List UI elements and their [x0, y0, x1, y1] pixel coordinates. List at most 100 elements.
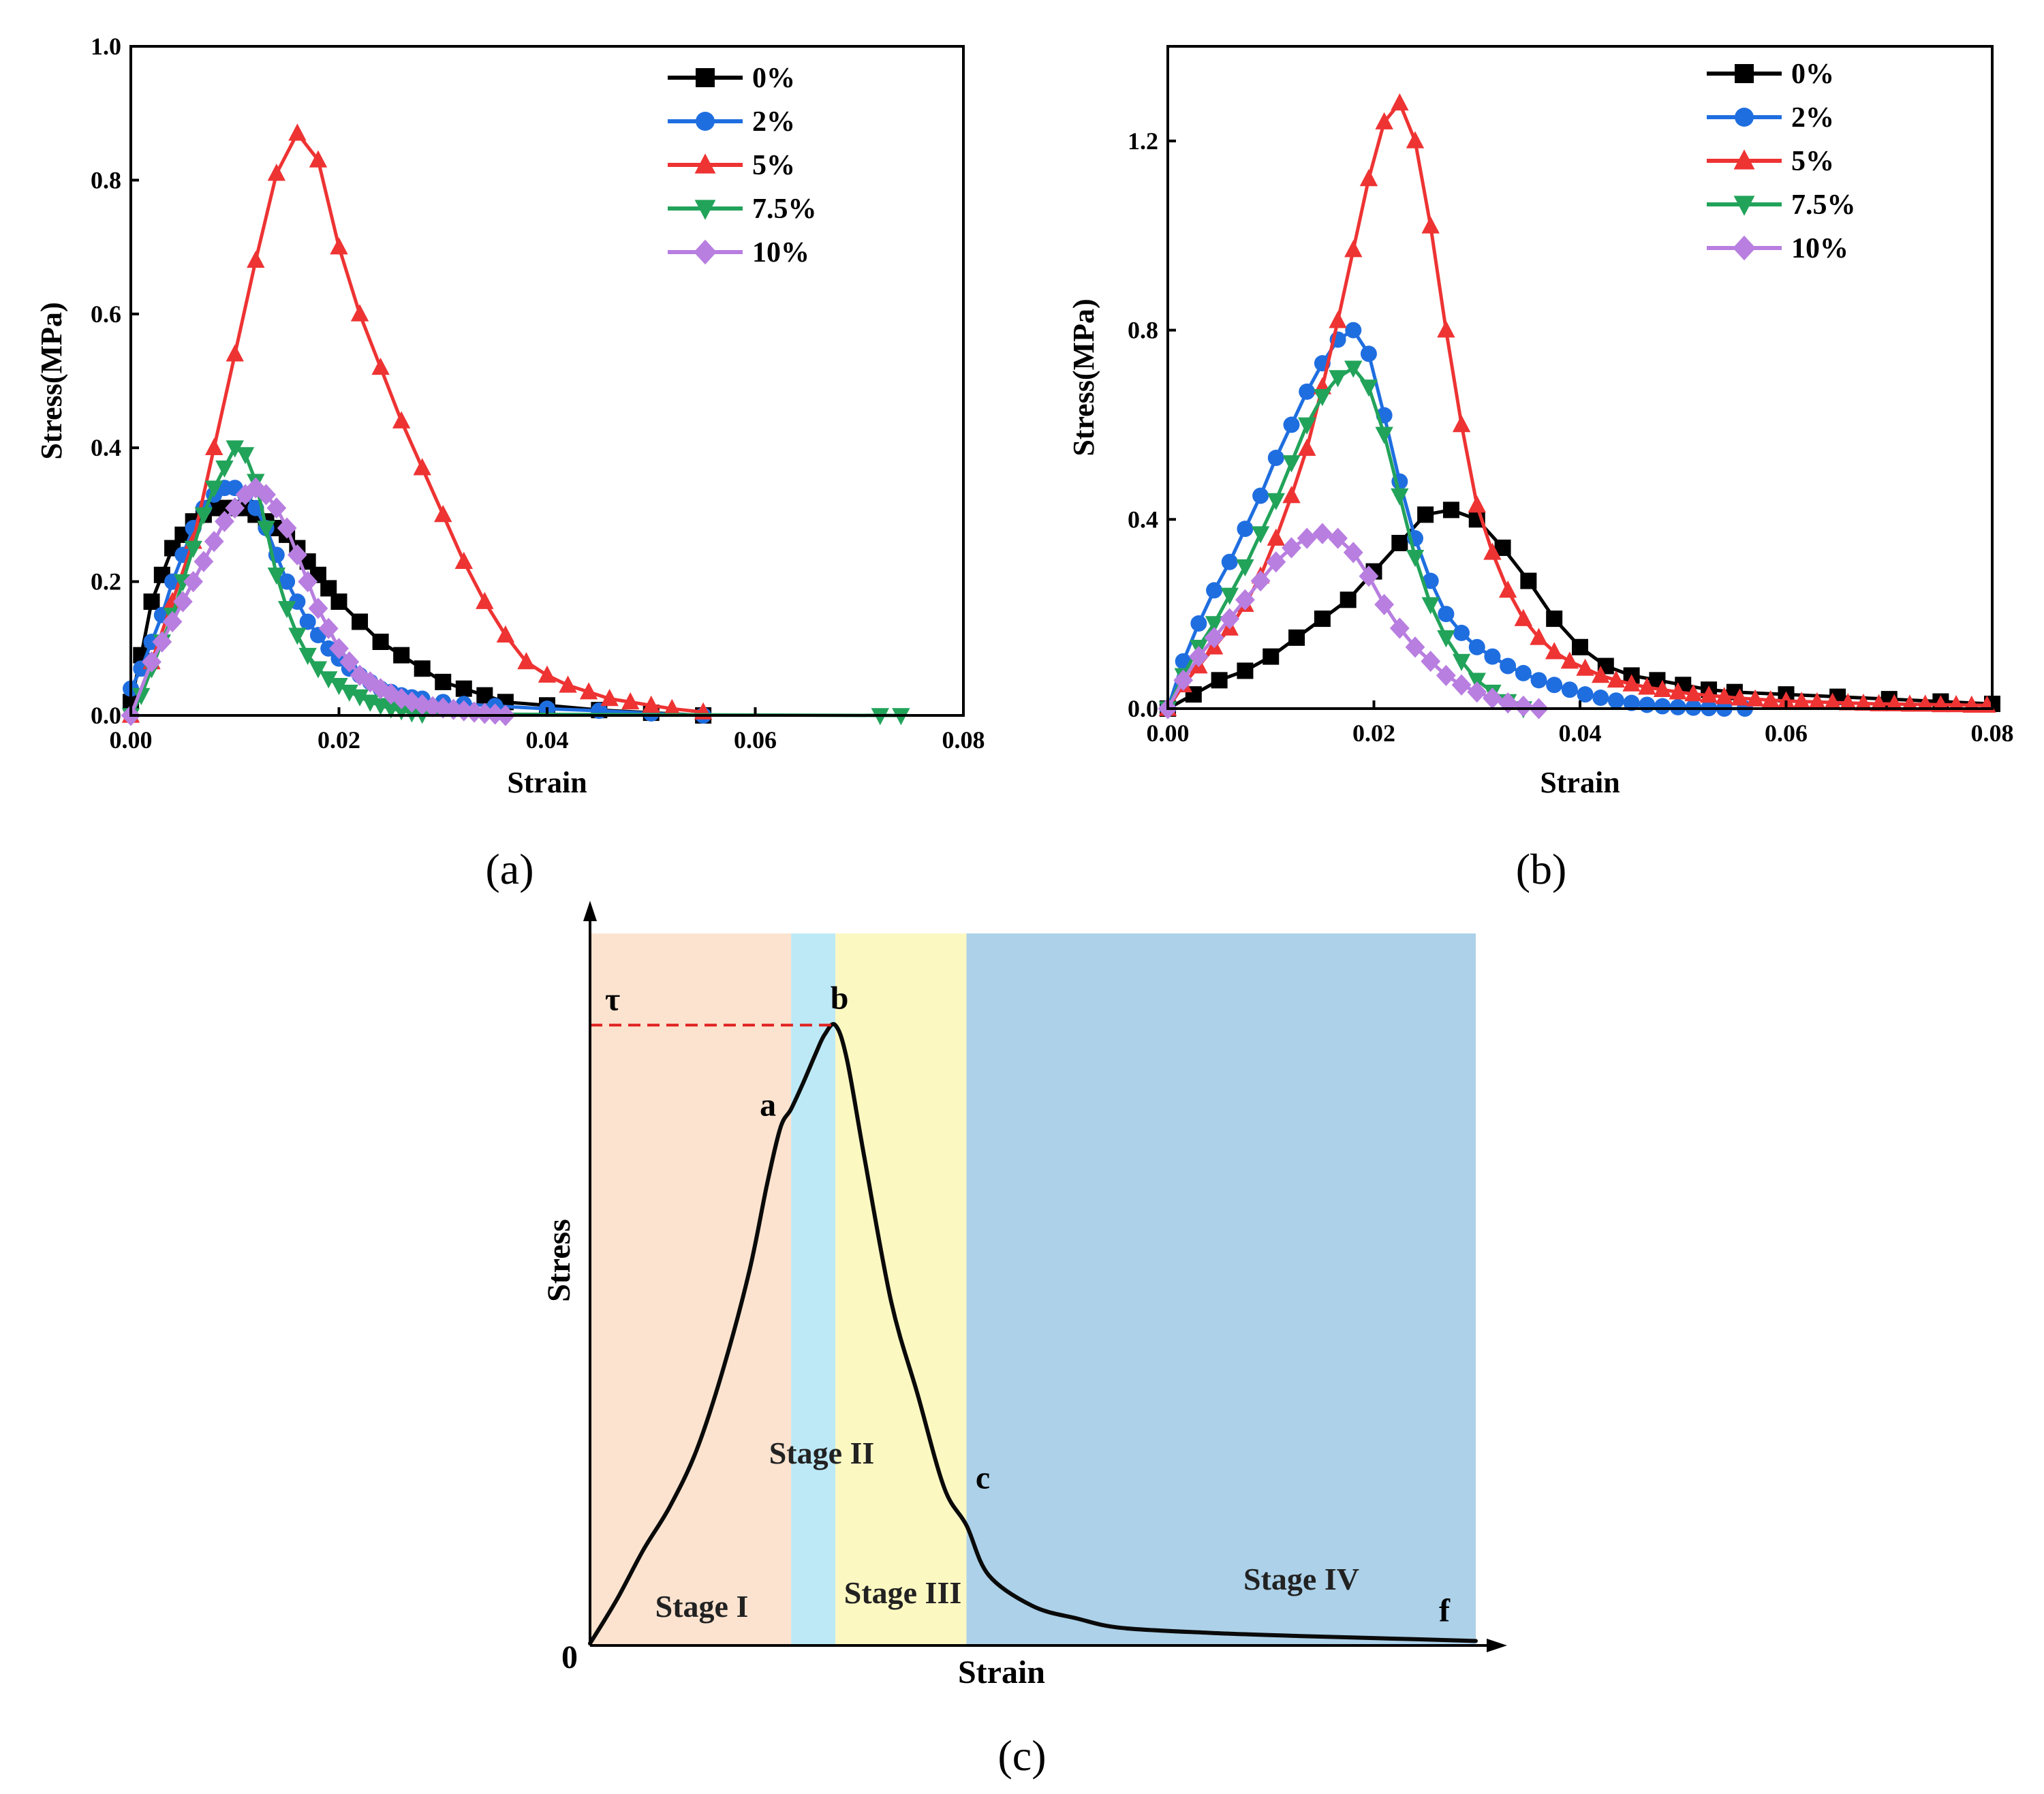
panel-a-ylabel: Stress(MPa): [35, 302, 68, 459]
data-point-10pct: [1483, 687, 1502, 709]
data-point-10pct: [1451, 674, 1472, 696]
data-point-7_5pct: [1282, 455, 1301, 473]
data-point-5pct: [1622, 674, 1641, 692]
data-point-5pct: [1746, 689, 1765, 707]
panel-b-series-layer: [1158, 93, 2000, 720]
data-point-5pct: [1808, 692, 1827, 710]
legend-marker-circle-icon: [696, 112, 715, 131]
data-point-5pct: [226, 344, 244, 362]
panel-a-chart: 0.00 0.02 0.04 0.06 0.08 0.0 0.2 0.4 0.6 0.8 1.0 0…: [35, 33, 985, 893]
data-point-10pct: [256, 484, 276, 506]
data-point-5pct: [1576, 658, 1594, 676]
y-tick-label: 0.8: [1128, 317, 1158, 344]
data-point-5pct: [1297, 438, 1316, 456]
panel-b-plot-frame: [1166, 45, 1994, 710]
data-point-2pct: [279, 573, 296, 590]
data-point-10pct: [152, 631, 172, 653]
data-point-5pct: [267, 164, 286, 181]
data-point-10pct: [1374, 593, 1395, 615]
panel-c-stage-bands: [590, 933, 1476, 1645]
data-point-5pct: [1854, 693, 1873, 711]
point-label-f: f: [1439, 1592, 1451, 1628]
data-point-7_5pct: [184, 540, 202, 558]
data-point-2pct: [1267, 450, 1284, 467]
data-point-5pct: [1638, 677, 1656, 695]
data-point-10pct: [1389, 617, 1410, 639]
legend-item-5pct: 5%: [668, 150, 795, 181]
data-point-7_5pct: [1251, 526, 1270, 544]
panel-a-caption: (a): [485, 845, 533, 893]
data-point-0pct: [435, 673, 452, 690]
data-point-10pct: [225, 497, 245, 519]
panel-c-stress-curve: [588, 1022, 1478, 1645]
data-point-0pct: [1442, 501, 1459, 519]
data-point-10pct: [1266, 551, 1286, 573]
data-point-10pct: [1328, 527, 1348, 549]
data-point-0pct: [1211, 672, 1228, 689]
data-point-7_5pct: [298, 647, 317, 666]
data-point-7_5pct: [1421, 597, 1440, 615]
legend-label: 10%: [1791, 233, 1848, 264]
data-point-7_5pct: [288, 628, 307, 645]
series-line-0pct: [1166, 508, 1993, 711]
data-point-10pct: [1297, 527, 1317, 549]
y-tick-label: 0.8: [91, 166, 121, 194]
legend-marker-triangle-up-icon: [1733, 149, 1755, 170]
data-point-10pct: [1405, 636, 1425, 658]
x-tick-label: 0.06: [1765, 720, 1808, 747]
data-point-10pct: [288, 544, 307, 566]
data-point-5pct: [1483, 542, 1502, 560]
legend-label: 7.5%: [1791, 189, 1856, 221]
data-point-10pct: [162, 610, 183, 633]
data-point-10pct: [215, 510, 234, 532]
data-point-5pct: [1684, 684, 1703, 702]
data-point-7_5pct: [1313, 388, 1332, 407]
data-point-2pct: [1360, 345, 1377, 362]
data-point-10pct: [1467, 681, 1487, 703]
stage-2-label: Stage II: [769, 1436, 875, 1470]
data-point-2pct: [1345, 322, 1362, 339]
data-point-5pct: [1498, 581, 1517, 598]
data-point-5pct: [1344, 240, 1363, 258]
data-point-2pct: [1283, 416, 1300, 433]
legend-item-2pct: 2%: [668, 106, 795, 138]
data-point-5pct: [1761, 690, 1780, 708]
data-point-5pct: [330, 237, 348, 255]
data-point-7_5pct: [215, 460, 234, 478]
x-tick-label: 0.02: [318, 726, 360, 754]
data-point-5pct: [247, 250, 265, 268]
data-point-7_5pct: [1267, 493, 1286, 510]
y-tick-label: 0.4: [1128, 506, 1158, 533]
stage-4-band: [966, 933, 1476, 1645]
panel-a-legend: 0% 2% 5% 7.5% 10%: [668, 63, 817, 268]
data-point-10pct: [172, 591, 193, 613]
data-point-5pct: [205, 437, 223, 455]
data-point-5pct: [371, 357, 390, 375]
data-point-5pct: [1715, 687, 1733, 705]
data-point-2pct: [1206, 582, 1223, 599]
data-point-7_5pct: [1329, 370, 1347, 388]
stage-3-label: Stage III: [844, 1575, 962, 1610]
data-point-5pct: [1267, 528, 1286, 546]
data-point-2pct: [1190, 615, 1207, 632]
x-tick-label: 0.04: [1559, 720, 1602, 747]
data-point-7_5pct: [132, 687, 151, 705]
panel-c-x-axis-arrow-icon: [1487, 1639, 1507, 1652]
panel-b-axes: 0.00 0.02 0.04 0.06 0.08 0.0 0.4 0.8 1.2: [1128, 127, 2014, 747]
panel-b-legend: 0% 2% 5% 7.5% 10%: [1707, 59, 1856, 264]
legend-label: 5%: [1791, 146, 1834, 177]
legend-label: 7.5%: [752, 194, 817, 225]
data-point-5pct: [1437, 320, 1455, 338]
data-point-7_5pct: [205, 480, 223, 498]
legend-label: 10%: [752, 237, 809, 268]
legend-marker-square-icon: [696, 68, 715, 87]
data-point-5pct: [1452, 415, 1471, 433]
data-point-0pct: [1314, 610, 1331, 628]
panel-c-caption: (c): [997, 1731, 1046, 1780]
data-point-2pct: [1623, 694, 1640, 711]
data-point-0pct: [1288, 629, 1305, 646]
data-point-7_5pct: [194, 507, 213, 525]
y-tick-label: 0.4: [91, 434, 121, 461]
data-point-5pct: [1282, 486, 1301, 504]
